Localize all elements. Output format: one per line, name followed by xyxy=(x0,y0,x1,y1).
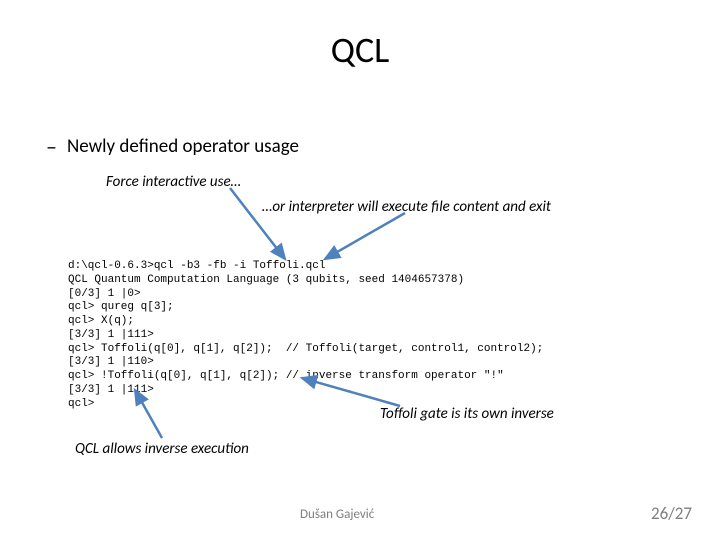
annotation-force-interactive: Force interactive use… xyxy=(106,173,241,191)
bullet-dash: – xyxy=(46,136,57,158)
bullet-item: – Newly defined operator usage xyxy=(46,135,299,158)
annotation-or-interpreter: …or interpreter will execute file conten… xyxy=(262,198,551,216)
annotation-toffoli-inverse: Toffoli gate is its own inverse xyxy=(380,405,554,423)
slide-title: QCL xyxy=(0,0,720,72)
annotation-allows-inverse: QCL allows inverse execution xyxy=(75,440,249,458)
terminal-block: d:\qcl-0.6.3>qcl -b3 -fb -i Toffoli.qcl … xyxy=(68,260,543,411)
footer-page-number: 26/27 xyxy=(651,503,692,524)
footer-author: Dušan Gajević xyxy=(300,507,374,522)
bullet-text: Newly defined operator usage xyxy=(67,135,299,158)
